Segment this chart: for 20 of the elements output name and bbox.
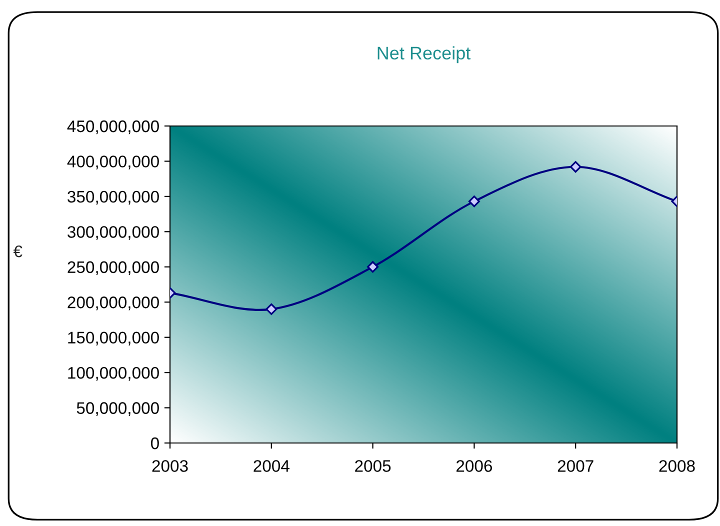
x-tick-label: 2007: [558, 460, 594, 472]
y-tick-label: 0: [150, 437, 159, 450]
y-axis-title: €: [13, 245, 22, 258]
y-tick-label: 250,000,000: [68, 261, 159, 276]
point: [367, 261, 379, 273]
y-tick-label: 350,000,000: [68, 190, 159, 205]
x-tick-label: 2006: [456, 460, 492, 472]
y-tick-label: 50,000,000: [76, 402, 159, 416]
x-tick-label: 2005: [355, 460, 391, 472]
y-tick-label: 200,000,000: [68, 296, 159, 310]
y-tick-label: 150,000,000: [68, 332, 159, 346]
y-tick-label: 300,000,000: [68, 226, 159, 240]
point: [468, 196, 480, 208]
y-tick-label: 450,000,000: [67, 120, 159, 134]
chart-title: Net Receipt: [378, 46, 471, 64]
y-tick-label: 400,000,000: [67, 156, 159, 170]
x-tick-label: 2008: [659, 460, 695, 472]
x-tick-label: 2004: [254, 460, 290, 472]
x-tick-label: 2003: [152, 460, 188, 472]
y-tick-label: 100,000,000: [68, 366, 159, 381]
